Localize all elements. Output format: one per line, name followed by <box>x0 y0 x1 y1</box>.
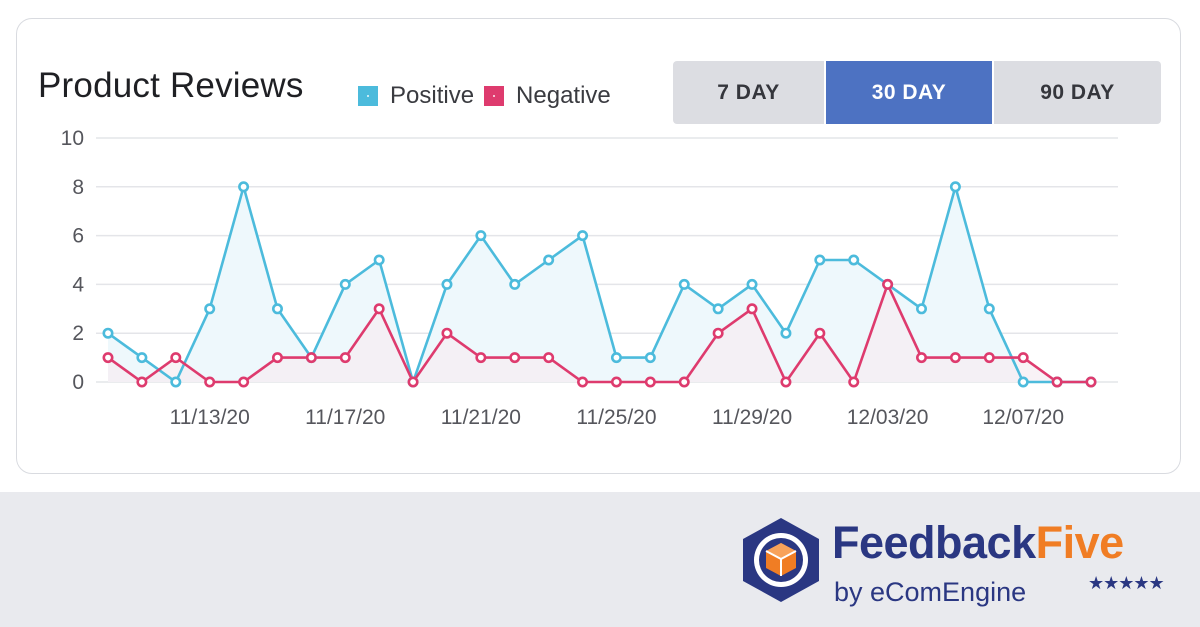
series-line-positive <box>107 185 1091 384</box>
data-point-positive[interactable] <box>814 254 826 266</box>
data-point-positive[interactable] <box>949 181 961 193</box>
legend-swatch-negative <box>484 86 505 106</box>
data-point-positive[interactable] <box>543 254 555 266</box>
brand-name-primary: Feedback <box>832 517 1036 568</box>
data-point-positive[interactable] <box>339 278 351 290</box>
data-point-negative[interactable] <box>271 352 283 364</box>
brand-block: FeedbackFive by eComEngine ★★★★★ <box>736 515 1176 610</box>
reviews-line-chart: 0 2 4 6 8 10 11/13/20 11/17/20 11/21/20 11/25/20… <box>61 127 1118 429</box>
gear-box-icon <box>743 518 819 602</box>
data-point-negative[interactable] <box>610 376 622 388</box>
data-point-negative[interactable] <box>678 376 690 388</box>
series-areas <box>108 186 1091 382</box>
data-point-negative[interactable] <box>644 376 656 388</box>
data-point-negative[interactable] <box>543 352 555 364</box>
data-point-negative[interactable] <box>814 327 826 339</box>
x-tick-label: 11/25/20 <box>576 406 656 429</box>
brand-stars: ★★★★★ <box>1088 573 1165 594</box>
range-90-day-button[interactable]: 90 DAY <box>994 61 1161 124</box>
series-line-negative <box>107 283 1091 384</box>
data-point-positive[interactable] <box>746 278 758 290</box>
y-tick-label: 10 <box>61 127 84 150</box>
y-tick-label: 0 <box>72 371 84 394</box>
legend-label-positive: Positive <box>390 82 475 109</box>
x-tick-label: 11/13/20 <box>170 406 250 429</box>
data-point-positive[interactable] <box>102 327 114 339</box>
x-tick-label: 12/03/20 <box>847 406 929 429</box>
data-point-negative[interactable] <box>712 327 724 339</box>
data-point-negative[interactable] <box>305 352 317 364</box>
data-point-positive[interactable] <box>373 254 385 266</box>
data-point-negative[interactable] <box>746 303 758 315</box>
data-point-positive[interactable] <box>238 181 250 193</box>
data-point-positive[interactable] <box>475 230 487 242</box>
data-point-positive[interactable] <box>136 352 148 364</box>
data-point-positive[interactable] <box>577 230 589 242</box>
x-tick-label: 11/21/20 <box>441 406 521 429</box>
data-point-positive[interactable] <box>509 278 521 290</box>
data-point-positive[interactable] <box>983 303 995 315</box>
data-point-negative[interactable] <box>983 352 995 364</box>
data-point-negative[interactable] <box>339 352 351 364</box>
range-7-day-button[interactable]: 7 DAY <box>673 61 824 124</box>
data-point-negative[interactable] <box>407 376 419 388</box>
data-point-negative[interactable] <box>373 303 385 315</box>
data-point-positive[interactable] <box>780 327 792 339</box>
range-30-day-button[interactable]: 30 DAY <box>826 61 992 124</box>
x-axis-ticks: 11/13/20 11/17/20 11/21/20 11/25/20 11/29/20… <box>170 406 1064 429</box>
data-point-negative[interactable] <box>170 352 182 364</box>
data-point-negative[interactable] <box>136 376 148 388</box>
data-point-positive[interactable] <box>1017 376 1029 388</box>
data-point-negative[interactable] <box>441 327 453 339</box>
data-point-positive[interactable] <box>916 303 928 315</box>
data-point-positive[interactable] <box>204 303 216 315</box>
data-point-positive[interactable] <box>170 376 182 388</box>
x-tick-label: 12/07/20 <box>982 406 1064 429</box>
data-point-positive[interactable] <box>644 352 656 364</box>
chart-title: Product Reviews <box>38 66 304 105</box>
data-point-negative[interactable] <box>882 278 894 290</box>
brand-byline: by eComEngine <box>834 577 1027 607</box>
data-point-negative[interactable] <box>204 376 216 388</box>
x-tick-label: 11/17/20 <box>305 406 385 429</box>
y-tick-label: 6 <box>72 225 84 248</box>
data-point-negative[interactable] <box>238 376 250 388</box>
y-tick-label: 4 <box>72 273 84 296</box>
series-points <box>102 181 1097 388</box>
x-tick-label: 11/29/20 <box>712 406 792 429</box>
series-area-negative <box>108 284 1091 382</box>
data-point-negative[interactable] <box>1017 352 1029 364</box>
data-point-negative[interactable] <box>780 376 792 388</box>
data-point-negative[interactable] <box>949 352 961 364</box>
data-point-negative[interactable] <box>102 352 114 364</box>
legend-swatch-positive <box>358 86 378 106</box>
data-point-positive[interactable] <box>678 278 690 290</box>
series-lines <box>107 185 1091 384</box>
data-point-positive[interactable] <box>848 254 860 266</box>
data-point-positive[interactable] <box>712 303 724 315</box>
y-axis-ticks: 0 2 4 6 8 10 <box>61 127 85 394</box>
y-tick-label: 2 <box>72 322 84 345</box>
chart-legend: Positive Negative <box>358 82 621 110</box>
data-point-positive[interactable] <box>610 352 622 364</box>
data-point-negative[interactable] <box>916 352 928 364</box>
data-point-negative[interactable] <box>848 376 860 388</box>
data-point-negative[interactable] <box>1051 376 1063 388</box>
series-area-positive <box>108 186 1091 382</box>
brand-name-accent: Five <box>1035 517 1125 568</box>
data-point-negative[interactable] <box>509 352 521 364</box>
brand-name: FeedbackFive <box>832 517 1124 569</box>
data-point-negative[interactable] <box>1085 376 1097 388</box>
data-point-positive[interactable] <box>271 303 283 315</box>
range-selector: 7 DAY 30 DAY 90 DAY <box>673 61 1161 124</box>
legend-label-negative: Negative <box>516 82 611 109</box>
data-point-negative[interactable] <box>475 352 487 364</box>
data-point-positive[interactable] <box>441 278 453 290</box>
y-tick-label: 8 <box>72 176 84 199</box>
data-point-negative[interactable] <box>577 376 589 388</box>
